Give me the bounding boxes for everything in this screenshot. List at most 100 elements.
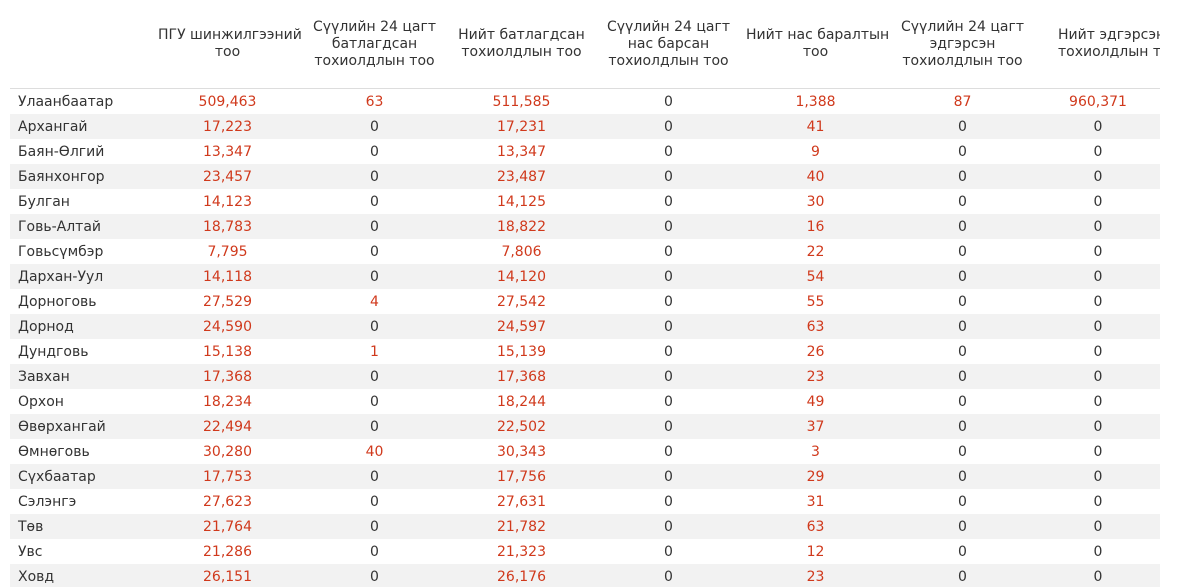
new-recoveries-24h-cell: 0 <box>889 114 1036 139</box>
table-row: Ховд 26,151 0 26,176 0 23 0 0 <box>10 564 1160 587</box>
total-deaths-cell: 22 <box>806 243 825 260</box>
total-cases-cell: 17,756 <box>448 464 595 489</box>
new-cases-24h-cell: 4 <box>370 293 379 310</box>
total-deaths-cell: 3 <box>811 443 820 460</box>
total-deaths-cell: 40 <box>742 164 889 189</box>
pcr-tests-cell: 15,138 <box>203 343 252 360</box>
new-recoveries-24h-cell: 0 <box>958 393 967 410</box>
region-name-cell: Увс <box>18 543 43 560</box>
table-row: Баянхонгор 23,457 0 23,487 0 40 0 0 <box>10 164 1160 189</box>
new-cases-24h-cell: 0 <box>370 393 379 410</box>
pcr-tests-cell: 22,494 <box>154 414 301 439</box>
table-row: Дундговь 15,138 1 15,139 0 26 0 0 <box>10 339 1160 364</box>
total-cases-cell: 15,139 <box>497 343 546 360</box>
total-recoveries-cell: 0 <box>1036 264 1160 289</box>
new-cases-24h-cell: 0 <box>301 464 448 489</box>
new-cases-24h-cell: 0 <box>301 164 448 189</box>
pcr-tests-cell: 17,368 <box>154 364 301 389</box>
new-recoveries-24h-cell: 0 <box>958 443 967 460</box>
total-recoveries-cell: 0 <box>1036 464 1160 489</box>
new-deaths-24h-cell: 0 <box>595 564 742 587</box>
total-deaths-cell: 12 <box>806 543 825 560</box>
new-cases-24h-cell: 0 <box>370 493 379 510</box>
new-cases-24h-cell: 0 <box>301 264 448 289</box>
total-cases-cell: 30,343 <box>497 443 546 460</box>
new-deaths-24h-column-header: Сүүлийн 24 цагт нас барсан тохиолдлын тоо <box>607 18 730 69</box>
total-deaths-cell: 63 <box>742 514 889 539</box>
new-recoveries-24h-cell: 0 <box>889 414 1036 439</box>
total-cases-cell: 511,585 <box>448 88 595 114</box>
pcr-tests-cell: 18,783 <box>154 214 301 239</box>
new-cases-24h-cell: 0 <box>301 564 448 587</box>
total-recoveries-cell: 0 <box>1036 414 1160 439</box>
total-deaths-cell: 49 <box>806 393 825 410</box>
covid-stats-table: ПГУ шинжилгээний тоо Сүүлийн 24 цагт батлаг… <box>10 0 1160 587</box>
new-recoveries-24h-cell: 0 <box>889 564 1036 587</box>
region-name-cell: Завхан <box>10 364 154 389</box>
table-row: Дорнод 24,590 0 24,597 0 63 0 0 <box>10 314 1160 339</box>
pcr-tests-cell: 27,623 <box>203 493 252 510</box>
table-row: Дорноговь 27,529 4 27,542 0 55 0 0 <box>10 289 1160 314</box>
table-row: Төв 21,764 0 21,782 0 63 0 0 <box>10 514 1160 539</box>
new-cases-24h-cell: 0 <box>301 514 448 539</box>
pcr-tests-cell: 23,457 <box>154 164 301 189</box>
table-row: Сүхбаатар 17,753 0 17,756 0 29 0 0 <box>10 464 1160 489</box>
total-recoveries-cell: 0 <box>1093 143 1103 160</box>
table-row: Өвөрхангай 22,494 0 22,502 0 37 0 0 <box>10 414 1160 439</box>
total-recoveries-cell: 0 <box>1036 364 1160 389</box>
new-recoveries-24h-cell: 0 <box>958 243 967 260</box>
total-cases-cell: 7,806 <box>501 243 542 260</box>
new-recoveries-24h-cell: 0 <box>889 364 1036 389</box>
new-deaths-24h-cell: 0 <box>595 364 742 389</box>
new-recoveries-24h-cell: 0 <box>958 143 967 160</box>
new-cases-24h-cell: 0 <box>370 193 379 210</box>
region-name-cell: Дорнод <box>10 314 154 339</box>
total-cases-cell: 22,502 <box>448 414 595 439</box>
new-cases-24h-cell: 0 <box>370 543 379 560</box>
table-row: Говьсүмбэр 7,795 0 7,806 0 22 0 0 <box>10 239 1160 264</box>
header-row: ПГУ шинжилгээний тоо Сүүлийн 24 цагт батлаг… <box>10 0 1160 89</box>
total-deaths-cell: 55 <box>806 293 825 310</box>
new-deaths-24h-cell: 0 <box>664 443 673 460</box>
total-deaths-cell: 31 <box>806 493 825 510</box>
new-recoveries-24h-cell: 0 <box>889 264 1036 289</box>
total-deaths-column-header: Нийт нас баралтын тоо <box>746 27 889 60</box>
new-recoveries-24h-cell: 0 <box>958 493 967 510</box>
pcr-tests-cell: 21,764 <box>154 514 301 539</box>
total-recoveries-cell: 0 <box>1036 164 1160 189</box>
new-recoveries-24h-cell: 0 <box>958 193 967 210</box>
total-recoveries-cell: 0 <box>1036 214 1160 239</box>
new-deaths-24h-cell: 0 <box>595 164 742 189</box>
table-row: Сэлэнгэ 27,623 0 27,631 0 31 0 0 <box>10 489 1160 514</box>
new-cases-24h-cell: 0 <box>370 243 379 260</box>
pcr-tests-cell: 26,151 <box>154 564 301 587</box>
table-row: Улаанбаатар 509,463 63 511,585 0 1,388 87 960,3… <box>10 88 1160 114</box>
total-cases-cell: 17,231 <box>448 114 595 139</box>
region-name-cell: Төв <box>10 514 154 539</box>
new-deaths-24h-cell: 0 <box>664 193 673 210</box>
new-recoveries-24h-cell: 0 <box>958 543 967 560</box>
region-name-cell: Сүхбаатар <box>10 464 154 489</box>
new-recoveries-24h-cell: 0 <box>889 464 1036 489</box>
pcr-tests-cell: 18,234 <box>203 393 252 410</box>
total-cases-cell: 13,347 <box>497 143 546 160</box>
pcr-tests-cell: 24,590 <box>154 314 301 339</box>
total-cases-cell: 14,125 <box>497 193 546 210</box>
pcr-tests-cell: 13,347 <box>203 143 252 160</box>
table-header: ПГУ шинжилгээний тоо Сүүлийн 24 цагт батлаг… <box>10 0 1160 89</box>
new-cases-24h-cell: 0 <box>370 143 379 160</box>
total-cases-cell: 17,368 <box>448 364 595 389</box>
new-cases-24h-cell: 0 <box>301 364 448 389</box>
total-recoveries-cell: 0 <box>1093 293 1103 310</box>
new-recoveries-24h-cell: 0 <box>958 293 967 310</box>
total-deaths-cell: 1,388 <box>742 88 889 114</box>
total-deaths-cell: 54 <box>742 264 889 289</box>
table-row: Өмнөговь 30,280 40 30,343 0 3 0 0 <box>10 439 1160 464</box>
new-cases-24h-cell: 0 <box>301 414 448 439</box>
total-cases-cell: 21,323 <box>497 543 546 560</box>
total-recoveries-cell: 0 <box>1036 114 1160 139</box>
region-name-cell: Дундговь <box>18 343 89 360</box>
total-deaths-cell: 30 <box>806 193 825 210</box>
table-row: Дархан-Уул 14,118 0 14,120 0 54 0 0 <box>10 264 1160 289</box>
